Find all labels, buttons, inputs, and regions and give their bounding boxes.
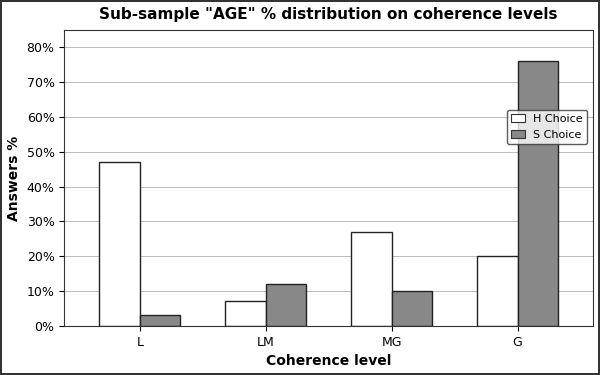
Bar <box>352 232 392 326</box>
X-axis label: Coherence level: Coherence level <box>266 354 391 368</box>
Bar <box>266 284 306 326</box>
Bar <box>100 162 140 326</box>
Bar <box>518 62 558 326</box>
Bar <box>226 302 266 326</box>
Y-axis label: Answers %: Answers % <box>7 135 21 220</box>
Legend: H Choice, S Choice: H Choice, S Choice <box>507 110 587 144</box>
Bar <box>477 256 518 326</box>
Bar <box>392 291 432 326</box>
Bar <box>140 315 180 326</box>
Title: Sub-sample "AGE" % distribution on coherence levels: Sub-sample "AGE" % distribution on coher… <box>100 7 558 22</box>
